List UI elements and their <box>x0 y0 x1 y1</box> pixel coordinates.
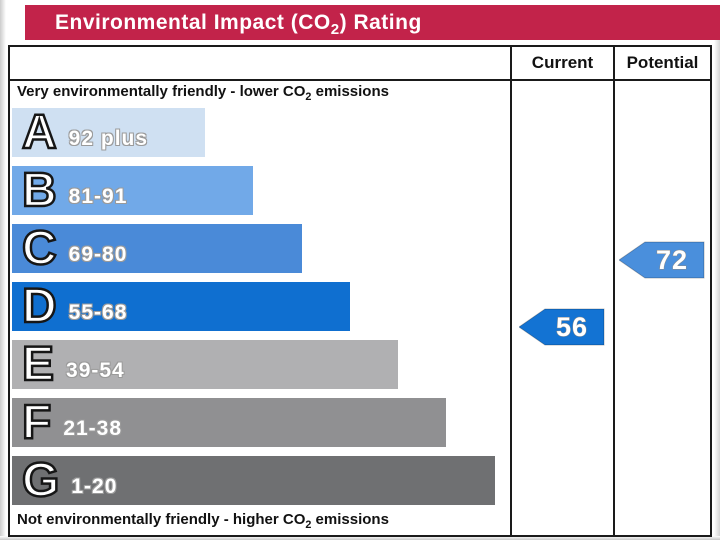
rating-band-letter: G <box>21 454 61 507</box>
rating-band-bar: D 55-68 <box>12 280 350 333</box>
potential-rating-arrow: 72 <box>619 241 705 279</box>
scan-edge-bottom <box>0 536 720 540</box>
rating-band-row-b: B 81-91 <box>12 164 253 217</box>
rating-band-range: 92 plus <box>68 126 149 150</box>
rating-band-letter: C <box>21 222 58 275</box>
header-divider <box>10 79 710 81</box>
column-divider-potential <box>613 47 615 535</box>
rating-band-bar: F 21-38 <box>12 396 446 449</box>
rating-band-bar: A 92 plus <box>12 106 205 159</box>
rating-band-bar: B 81-91 <box>12 164 253 217</box>
rating-band-row-e: E 39-54 <box>12 338 398 391</box>
rating-band-row-f: F 21-38 <box>12 396 446 449</box>
rating-band-row-d: D 55-68 <box>12 280 350 333</box>
rating-band-row-c: C 69-80 <box>12 222 302 275</box>
note-not-friendly: Not environmentally friendly - higher CO… <box>17 511 389 531</box>
column-divider-current <box>510 47 512 535</box>
scan-edge-left <box>0 0 6 540</box>
rating-band-row-a: A 92 plus <box>12 106 205 159</box>
rating-band-bar: E 39-54 <box>12 338 398 391</box>
rating-band-range: 69-80 <box>68 242 128 266</box>
rating-band-range: 81-91 <box>68 184 128 208</box>
scan-edge-right <box>714 40 720 540</box>
page-title: Environmental Impact (CO2) Rating <box>55 10 422 38</box>
svg-text:72: 72 <box>656 245 688 275</box>
rating-band-range: 55-68 <box>68 300 128 324</box>
rating-chart-table: Current Potential Very environmentally f… <box>8 45 712 537</box>
note-very-friendly: Very environmentally friendly - lower CO… <box>17 83 389 103</box>
rating-band-letter: E <box>21 338 56 391</box>
rating-band-range: 39-54 <box>66 358 125 382</box>
column-header-potential: Potential <box>626 53 699 72</box>
title-bar: Environmental Impact (CO2) Rating <box>25 5 720 40</box>
svg-text:56: 56 <box>556 312 588 342</box>
rating-band-range: 1-20 <box>71 474 118 498</box>
rating-band-bar: G 1-20 <box>12 454 495 507</box>
rating-band-letter: D <box>21 280 58 333</box>
current-rating-arrow: 56 <box>519 308 605 346</box>
rating-band-letter: A <box>21 106 58 159</box>
rating-band-letter: F <box>21 396 53 449</box>
rating-band-letter: B <box>21 164 58 217</box>
rating-band-range: 21-38 <box>63 416 123 440</box>
column-header-current: Current <box>531 53 594 72</box>
rating-band-row-g: G 1-20 <box>12 454 495 507</box>
rating-band-bar: C 69-80 <box>12 222 302 275</box>
